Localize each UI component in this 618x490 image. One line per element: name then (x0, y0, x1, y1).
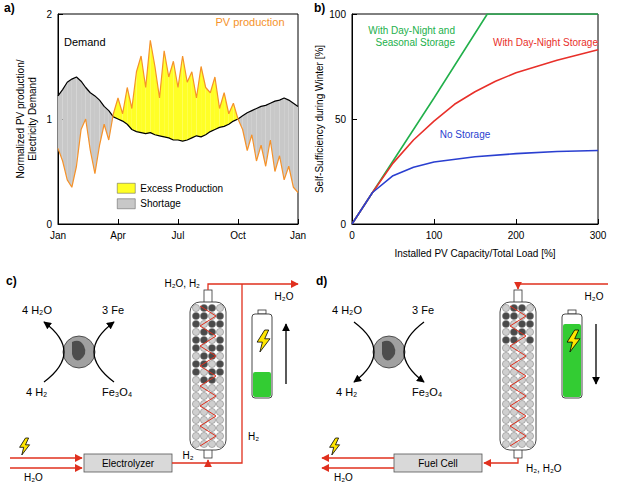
svg-text:Shortage: Shortage (140, 198, 181, 209)
svg-text:With Day-Night Storage: With Day-Night Storage (493, 37, 598, 48)
svg-text:Apr: Apr (110, 230, 126, 241)
svg-text:200: 200 (508, 230, 525, 241)
svg-text:H₂O: H₂O (334, 472, 353, 483)
svg-text:Electricity Demand: Electricity Demand (27, 77, 38, 160)
svg-text:c): c) (6, 274, 17, 288)
svg-text:Fe₃O₄: Fe₃O₄ (412, 386, 443, 398)
svg-text:0: 0 (340, 219, 346, 230)
svg-text:0: 0 (349, 230, 355, 241)
svg-text:H₂O: H₂O (24, 472, 43, 483)
svg-text:1: 1 (46, 114, 52, 125)
svg-text:Jul: Jul (172, 230, 185, 241)
svg-text:H₂O, H₂: H₂O, H₂ (164, 278, 200, 289)
svg-text:4 H₂: 4 H₂ (26, 386, 47, 398)
svg-text:Installed PV Capacity/Total Lo: Installed PV Capacity/Total Load [%] (394, 248, 555, 259)
svg-text:H₂: H₂ (182, 450, 193, 461)
svg-text:3 Fe: 3 Fe (412, 304, 434, 316)
svg-text:3 Fe: 3 Fe (102, 304, 124, 316)
svg-text:Fe₃O₄: Fe₃O₄ (102, 386, 133, 398)
svg-text:d): d) (316, 274, 327, 288)
svg-text:H₂: H₂ (248, 431, 259, 442)
svg-text:Jan: Jan (290, 230, 306, 241)
svg-text:Demand: Demand (64, 36, 106, 48)
svg-text:H₂O: H₂O (275, 291, 294, 302)
svg-text:Fuel Cell: Fuel Cell (418, 458, 457, 469)
svg-text:Oct: Oct (230, 230, 246, 241)
svg-text:Jan: Jan (50, 230, 66, 241)
svg-text:2: 2 (46, 9, 52, 20)
svg-text:Seasonal Storage: Seasonal Storage (375, 37, 455, 48)
svg-text:Normalized PV production/: Normalized PV production/ (15, 59, 26, 178)
svg-text:4 H₂O: 4 H₂O (22, 304, 52, 316)
svg-text:4 H₂O: 4 H₂O (332, 304, 362, 316)
svg-text:PV production: PV production (215, 16, 284, 28)
svg-text:H₂, H₂O: H₂, H₂O (526, 463, 562, 474)
svg-text:0: 0 (46, 219, 52, 230)
svg-text:100: 100 (426, 230, 443, 241)
svg-text:a): a) (4, 1, 15, 15)
svg-text:Self-Sufficiency during Winter: Self-Sufficiency during Winter [%] (314, 45, 325, 193)
svg-text:Excess Production: Excess Production (140, 183, 223, 194)
svg-text:b): b) (314, 1, 325, 15)
svg-text:50: 50 (335, 114, 347, 125)
svg-text:300: 300 (590, 230, 607, 241)
svg-text:H₂O: H₂O (585, 291, 604, 302)
svg-text:Electrolyzer: Electrolyzer (102, 458, 155, 469)
svg-text:4 H₂: 4 H₂ (336, 386, 357, 398)
svg-text:100: 100 (329, 9, 346, 20)
svg-text:No Storage: No Storage (440, 129, 491, 140)
svg-text:With Day-Night and: With Day-Night and (368, 25, 455, 36)
